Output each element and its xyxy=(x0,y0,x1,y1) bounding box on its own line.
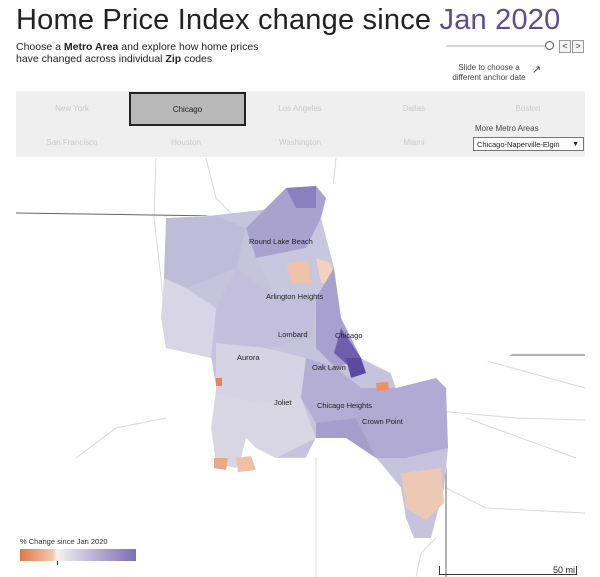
road xyxy=(425,457,585,514)
scale-bar xyxy=(439,574,577,575)
metro-selector-panel: New York Chicago Los Angeles Dallas Bost… xyxy=(16,91,585,157)
zip-region xyxy=(211,393,316,468)
subtitle-zip-emphasis: Zip xyxy=(165,53,182,65)
metro-button-miami[interactable]: Miami xyxy=(403,137,425,147)
metro-button-boston[interactable]: Boston xyxy=(515,103,541,113)
zip-region xyxy=(401,468,444,520)
choropleth-map[interactable]: Round Lake Beach Arlington Heights Lomba… xyxy=(16,158,585,577)
lake-michigan xyxy=(326,158,585,381)
zip-region xyxy=(301,358,361,423)
road xyxy=(415,537,437,577)
anchor-date-slider[interactable] xyxy=(446,40,554,52)
slider-track[interactable] xyxy=(446,45,548,47)
metro-button-chicago[interactable]: Chicago xyxy=(129,92,246,126)
city-label: Chicago Heights xyxy=(317,401,372,410)
next-date-button[interactable]: > xyxy=(572,40,584,53)
subtitle-text: and explore how home prices xyxy=(121,41,259,53)
city-label: Crown Point xyxy=(362,417,404,426)
zip-region xyxy=(286,261,311,283)
city-label: Chicago xyxy=(335,331,363,340)
road xyxy=(75,417,167,459)
title-main: Home Price Index change since xyxy=(16,4,432,36)
slider-thumb[interactable] xyxy=(545,41,554,50)
city-label: Lombard xyxy=(278,330,308,339)
chevron-down-icon: ▼ xyxy=(572,141,579,148)
zip-region xyxy=(214,458,228,470)
metro-button-houston[interactable]: Houston xyxy=(171,137,201,147)
state-border xyxy=(16,212,217,217)
zip-region xyxy=(216,268,316,348)
zip-region xyxy=(286,186,316,208)
city-label: Aurora xyxy=(237,353,260,362)
title-anchor-date: Jan 2020 xyxy=(439,4,561,36)
zip-region xyxy=(346,358,366,378)
city-label: Oak Lawn xyxy=(312,363,346,372)
zip-region xyxy=(256,218,334,298)
subtitle-metro-emphasis: Metro Area xyxy=(63,41,119,53)
metro-dropdown[interactable]: Chicago-Naperville-Elgin ▼ xyxy=(473,137,584,151)
metro-button-san-francisco[interactable]: San Francisco xyxy=(46,137,98,147)
city-label: Arlington Heights xyxy=(266,292,323,301)
subtitle: Choose a Metro Area and explore how home… xyxy=(16,41,316,65)
zip-region xyxy=(216,378,222,386)
metro-button-dallas[interactable]: Dallas xyxy=(402,103,426,113)
zip-region xyxy=(164,216,246,288)
curved-arrow-icon: ↗ xyxy=(532,64,542,76)
city-label: Joliet xyxy=(274,398,292,407)
prev-date-button[interactable]: < xyxy=(559,40,571,53)
subtitle-text: Choose a xyxy=(16,41,61,53)
city-label: Round Lake Beach xyxy=(249,237,313,246)
subtitle-text: codes xyxy=(184,53,213,65)
zip-region xyxy=(216,343,306,403)
zip-region xyxy=(161,278,216,358)
city-labels: Round Lake Beach Arlington Heights Lomba… xyxy=(237,237,404,426)
zip-regions xyxy=(160,185,449,539)
zip-region xyxy=(356,378,448,458)
road xyxy=(465,417,577,459)
metro-dropdown-value: Chicago-Naperville-Elgin xyxy=(477,140,560,149)
legend-zero-tick xyxy=(57,561,58,565)
slider-hint: Slide to choose a different anchor date xyxy=(452,63,526,82)
subtitle-text: have changed across individual xyxy=(16,53,163,65)
scale-bar-end xyxy=(576,566,577,574)
legend-title: % Change since Jan 2020 xyxy=(20,537,108,546)
zip-region xyxy=(236,456,256,472)
legend-color-bar xyxy=(20,549,136,561)
zip-region xyxy=(376,382,389,391)
metro-button-los-angeles[interactable]: Los Angeles xyxy=(278,103,322,113)
metro-button-new-york[interactable]: New York xyxy=(55,103,89,113)
more-metros-label: More Metro Areas xyxy=(475,124,539,133)
scale-label: 50 mi xyxy=(553,565,576,575)
metro-button-washington[interactable]: Washington xyxy=(279,137,321,147)
page-title: Home Price Index change since Jan 2020 xyxy=(16,4,560,37)
scale-bar-end xyxy=(439,566,440,574)
